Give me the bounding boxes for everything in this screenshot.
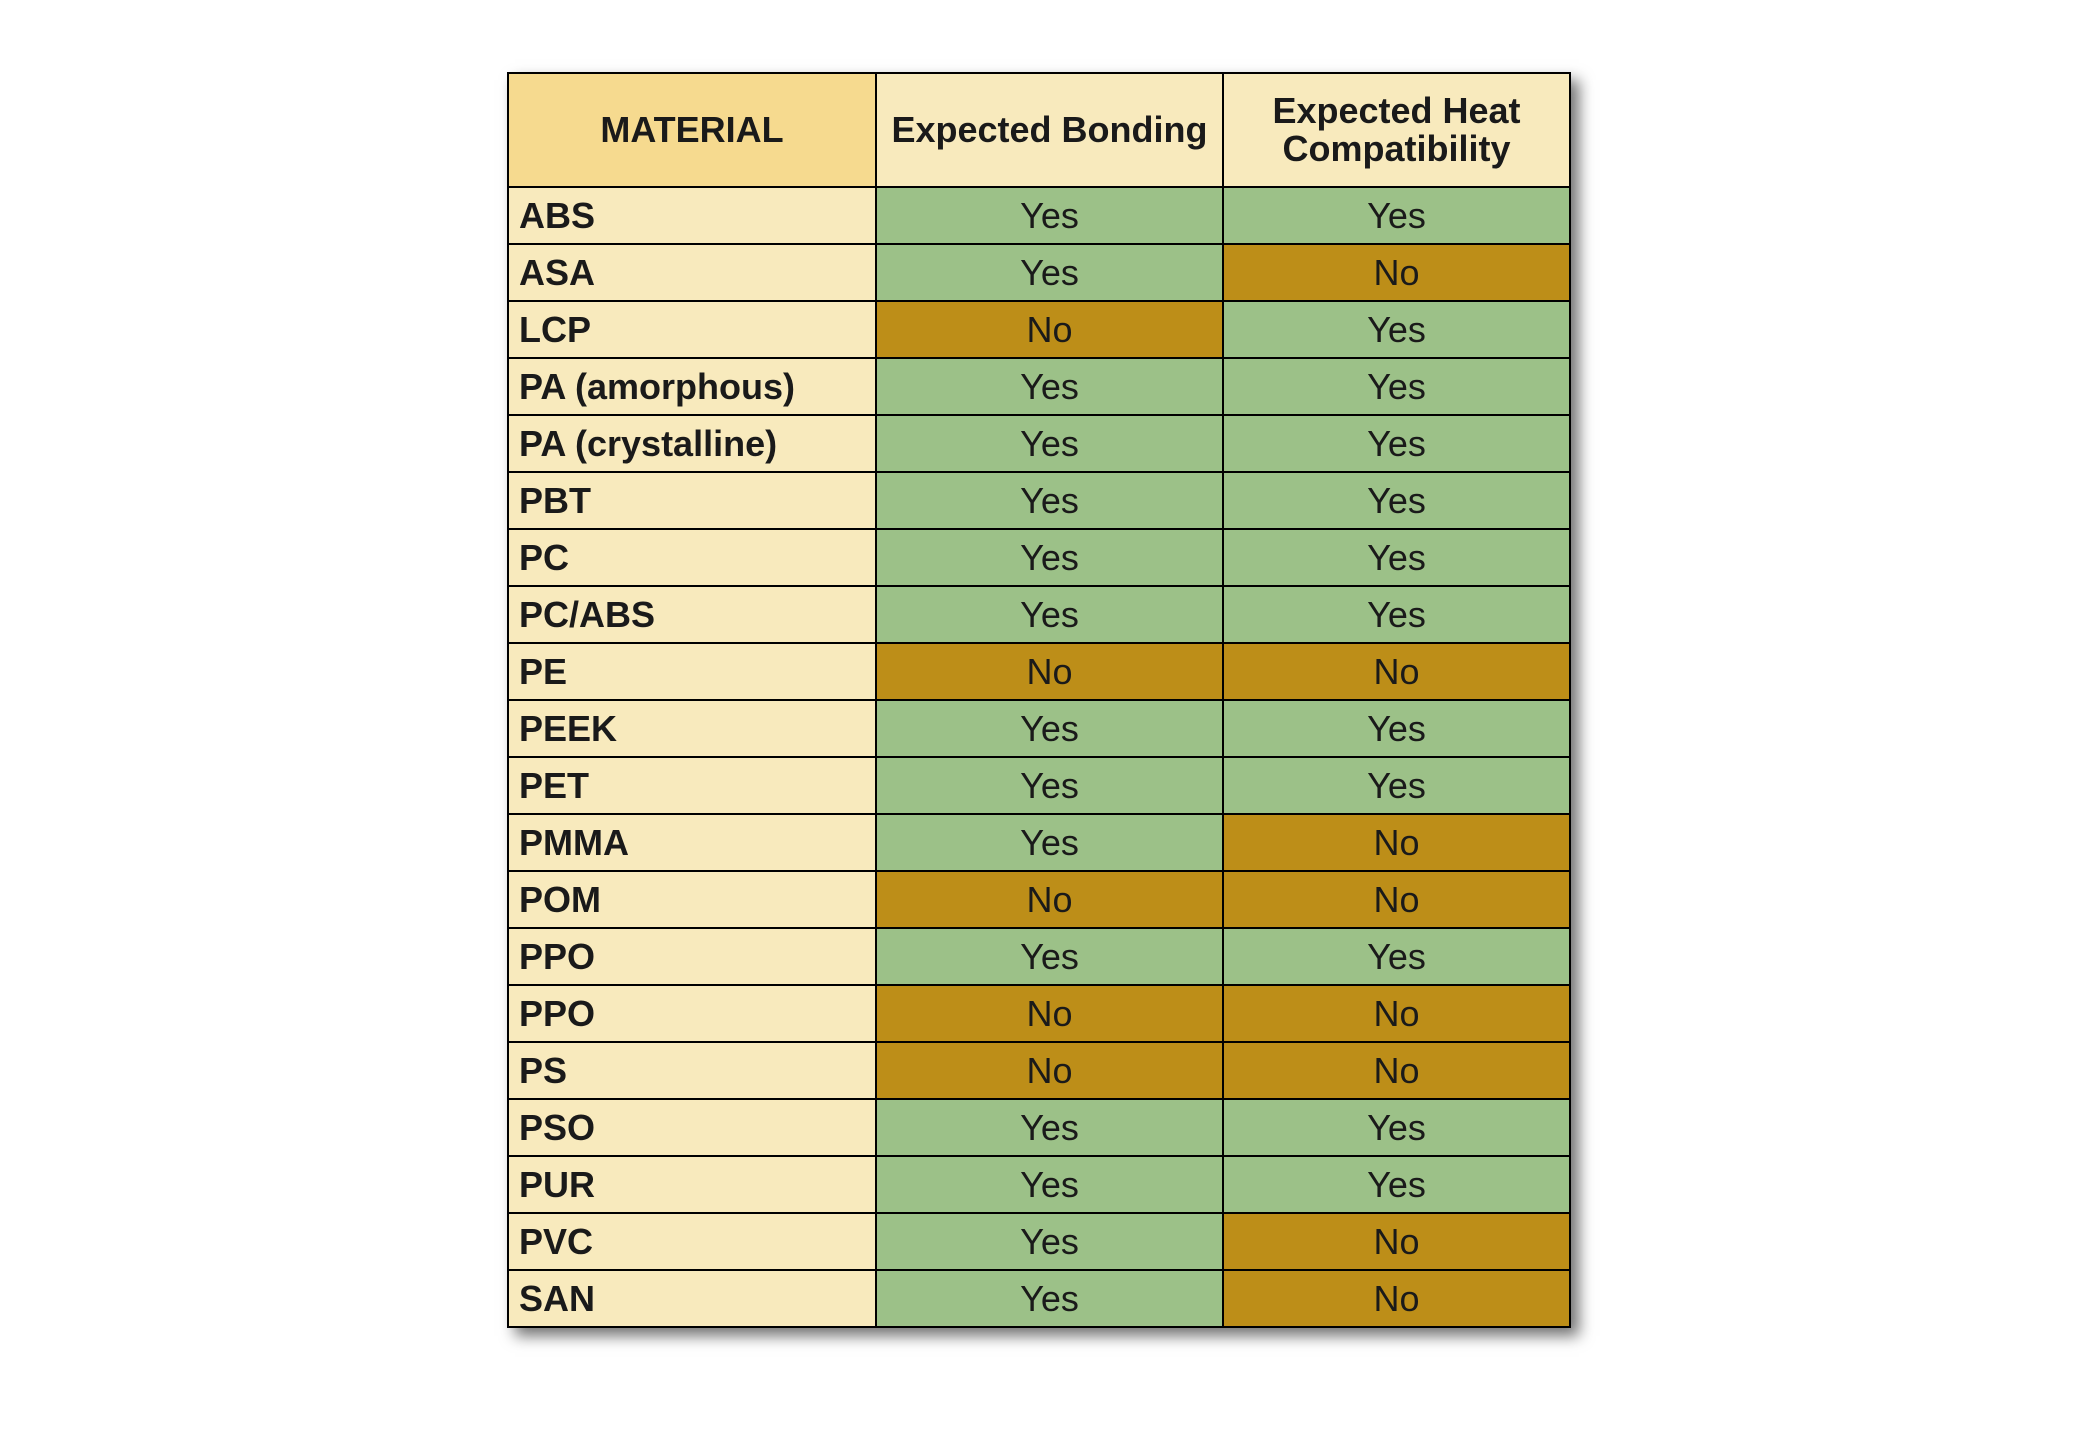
material-cell: PA (crystalline) <box>508 415 876 472</box>
bonding-cell: Yes <box>876 1099 1223 1156</box>
material-cell: PA (amorphous) <box>508 358 876 415</box>
heat-cell: Yes <box>1223 187 1570 244</box>
table-body: ABSYesYesASAYesNoLCPNoYesPA (amorphous)Y… <box>508 187 1570 1327</box>
table-row: PA (crystalline)YesYes <box>508 415 1570 472</box>
table-row: PMMAYesNo <box>508 814 1570 871</box>
table-header-row: MATERIAL Expected Bonding Expected Heat … <box>508 73 1570 187</box>
heat-cell: No <box>1223 643 1570 700</box>
table-row: PPONoNo <box>508 985 1570 1042</box>
heat-cell: No <box>1223 871 1570 928</box>
bonding-cell: Yes <box>876 358 1223 415</box>
material-cell: PMMA <box>508 814 876 871</box>
stage: MATERIAL Expected Bonding Expected Heat … <box>0 0 2100 1452</box>
bonding-cell: No <box>876 985 1223 1042</box>
material-cell: PE <box>508 643 876 700</box>
table-row: ABSYesYes <box>508 187 1570 244</box>
bonding-cell: Yes <box>876 586 1223 643</box>
bonding-cell: Yes <box>876 700 1223 757</box>
heat-cell: Yes <box>1223 301 1570 358</box>
bonding-cell: No <box>876 643 1223 700</box>
heat-cell: Yes <box>1223 757 1570 814</box>
table-row: PBTYesYes <box>508 472 1570 529</box>
heat-cell: Yes <box>1223 1099 1570 1156</box>
bonding-cell: No <box>876 871 1223 928</box>
material-cell: LCP <box>508 301 876 358</box>
heat-cell: No <box>1223 1270 1570 1327</box>
material-cell: PC/ABS <box>508 586 876 643</box>
heat-cell: Yes <box>1223 586 1570 643</box>
column-header-material: MATERIAL <box>508 73 876 187</box>
heat-cell: Yes <box>1223 472 1570 529</box>
bonding-cell: Yes <box>876 529 1223 586</box>
heat-cell: Yes <box>1223 700 1570 757</box>
table-row: PA (amorphous)YesYes <box>508 358 1570 415</box>
bonding-cell: No <box>876 1042 1223 1099</box>
material-cell: PBT <box>508 472 876 529</box>
bonding-cell: Yes <box>876 1156 1223 1213</box>
heat-cell: No <box>1223 1042 1570 1099</box>
bonding-cell: Yes <box>876 187 1223 244</box>
table-row: ASAYesNo <box>508 244 1570 301</box>
compatibility-table: MATERIAL Expected Bonding Expected Heat … <box>507 72 1571 1328</box>
heat-cell: No <box>1223 985 1570 1042</box>
table-row: PURYesYes <box>508 1156 1570 1213</box>
heat-cell: Yes <box>1223 358 1570 415</box>
bonding-cell: Yes <box>876 1270 1223 1327</box>
column-header-bonding: Expected Bonding <box>876 73 1223 187</box>
heat-cell: No <box>1223 1213 1570 1270</box>
heat-cell: Yes <box>1223 529 1570 586</box>
heat-cell: No <box>1223 244 1570 301</box>
material-cell: PVC <box>508 1213 876 1270</box>
material-cell: PEEK <box>508 700 876 757</box>
bonding-cell: Yes <box>876 928 1223 985</box>
bonding-cell: Yes <box>876 1213 1223 1270</box>
bonding-cell: Yes <box>876 472 1223 529</box>
material-cell: PUR <box>508 1156 876 1213</box>
table-row: POMNoNo <box>508 871 1570 928</box>
table-row: PSNoNo <box>508 1042 1570 1099</box>
material-cell: PPO <box>508 985 876 1042</box>
table-row: PC/ABSYesYes <box>508 586 1570 643</box>
compatibility-table-container: MATERIAL Expected Bonding Expected Heat … <box>507 72 1571 1328</box>
table-row: LCPNoYes <box>508 301 1570 358</box>
bonding-cell: No <box>876 301 1223 358</box>
bonding-cell: Yes <box>876 757 1223 814</box>
heat-cell: Yes <box>1223 928 1570 985</box>
table-row: PPOYesYes <box>508 928 1570 985</box>
table-row: PVCYesNo <box>508 1213 1570 1270</box>
material-cell: SAN <box>508 1270 876 1327</box>
material-cell: PET <box>508 757 876 814</box>
table-row: PSOYesYes <box>508 1099 1570 1156</box>
material-cell: POM <box>508 871 876 928</box>
material-cell: PC <box>508 529 876 586</box>
material-cell: ABS <box>508 187 876 244</box>
material-cell: PPO <box>508 928 876 985</box>
table-row: PENoNo <box>508 643 1570 700</box>
material-cell: ASA <box>508 244 876 301</box>
column-header-heat: Expected Heat Compatibility <box>1223 73 1570 187</box>
material-cell: PS <box>508 1042 876 1099</box>
table-row: PCYesYes <box>508 529 1570 586</box>
heat-cell: Yes <box>1223 415 1570 472</box>
material-cell: PSO <box>508 1099 876 1156</box>
heat-cell: Yes <box>1223 1156 1570 1213</box>
heat-cell: No <box>1223 814 1570 871</box>
bonding-cell: Yes <box>876 244 1223 301</box>
table-row: PEEKYesYes <box>508 700 1570 757</box>
table-row: PETYesYes <box>508 757 1570 814</box>
bonding-cell: Yes <box>876 415 1223 472</box>
table-row: SANYesNo <box>508 1270 1570 1327</box>
bonding-cell: Yes <box>876 814 1223 871</box>
